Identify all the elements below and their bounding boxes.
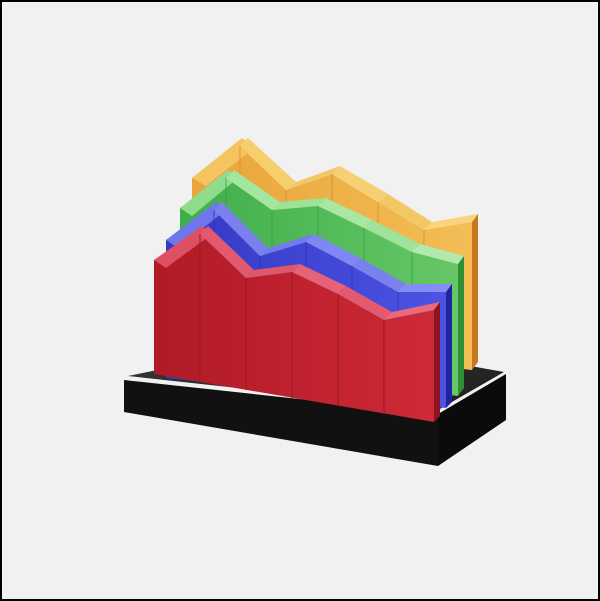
3d-area-chart-icon — [2, 2, 598, 599]
picture-frame — [0, 0, 600, 601]
